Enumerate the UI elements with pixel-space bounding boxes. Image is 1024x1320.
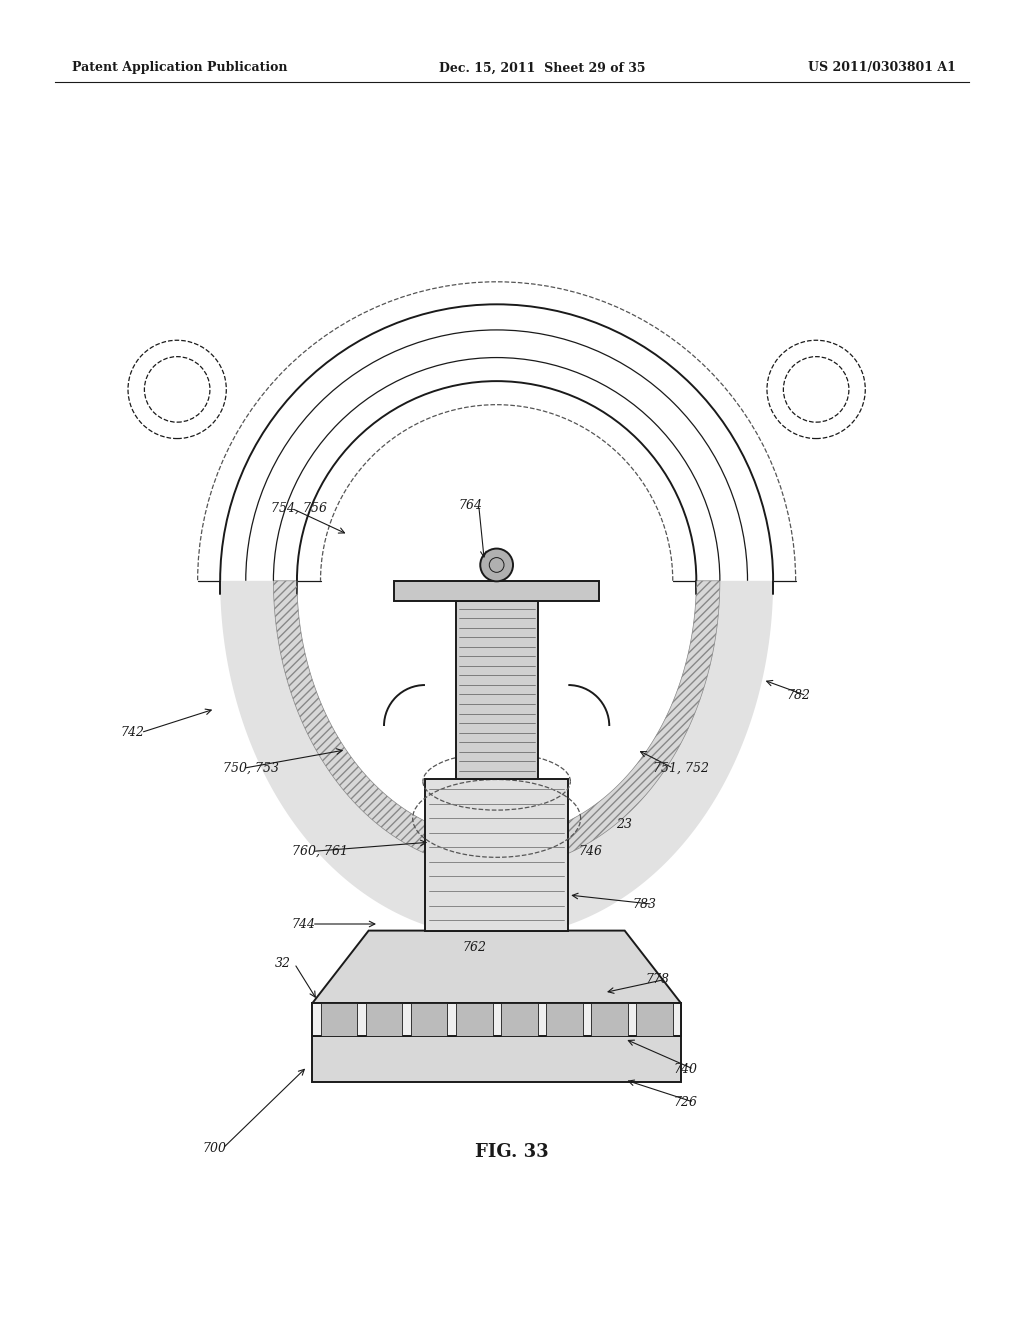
Text: FIG. 33: FIG. 33: [475, 1143, 549, 1162]
Polygon shape: [366, 1003, 402, 1036]
Polygon shape: [456, 1003, 493, 1036]
Text: 783: 783: [633, 898, 656, 911]
Text: 742: 742: [121, 726, 144, 739]
Text: 746: 746: [579, 845, 602, 858]
Text: 726: 726: [674, 1096, 697, 1109]
Polygon shape: [312, 931, 681, 1003]
Circle shape: [480, 549, 513, 581]
Text: 778: 778: [645, 973, 669, 986]
Polygon shape: [501, 1003, 538, 1036]
Polygon shape: [312, 1003, 681, 1036]
Text: 754, 756: 754, 756: [271, 502, 328, 515]
Polygon shape: [220, 581, 773, 937]
Text: 764: 764: [459, 499, 482, 512]
Text: 740: 740: [674, 1063, 697, 1076]
Text: US 2011/0303801 A1: US 2011/0303801 A1: [808, 62, 956, 74]
Text: 760, 761: 760, 761: [292, 845, 348, 858]
Polygon shape: [394, 581, 599, 601]
Polygon shape: [456, 601, 538, 779]
Polygon shape: [273, 581, 720, 869]
Text: 750, 753: 750, 753: [223, 762, 280, 775]
Text: 32: 32: [274, 957, 291, 970]
Polygon shape: [546, 1003, 583, 1036]
Polygon shape: [636, 1003, 673, 1036]
Polygon shape: [321, 1003, 357, 1036]
Text: 700: 700: [203, 1142, 226, 1155]
Polygon shape: [425, 779, 568, 931]
Text: Dec. 15, 2011  Sheet 29 of 35: Dec. 15, 2011 Sheet 29 of 35: [438, 62, 645, 74]
Text: 782: 782: [786, 689, 810, 702]
Polygon shape: [591, 1003, 628, 1036]
Text: 751, 752: 751, 752: [653, 762, 710, 775]
Text: 744: 744: [292, 917, 315, 931]
Polygon shape: [411, 1003, 447, 1036]
Text: 23: 23: [616, 818, 633, 832]
Text: Patent Application Publication: Patent Application Publication: [72, 62, 288, 74]
Text: 762: 762: [463, 941, 486, 954]
Polygon shape: [312, 1036, 681, 1082]
